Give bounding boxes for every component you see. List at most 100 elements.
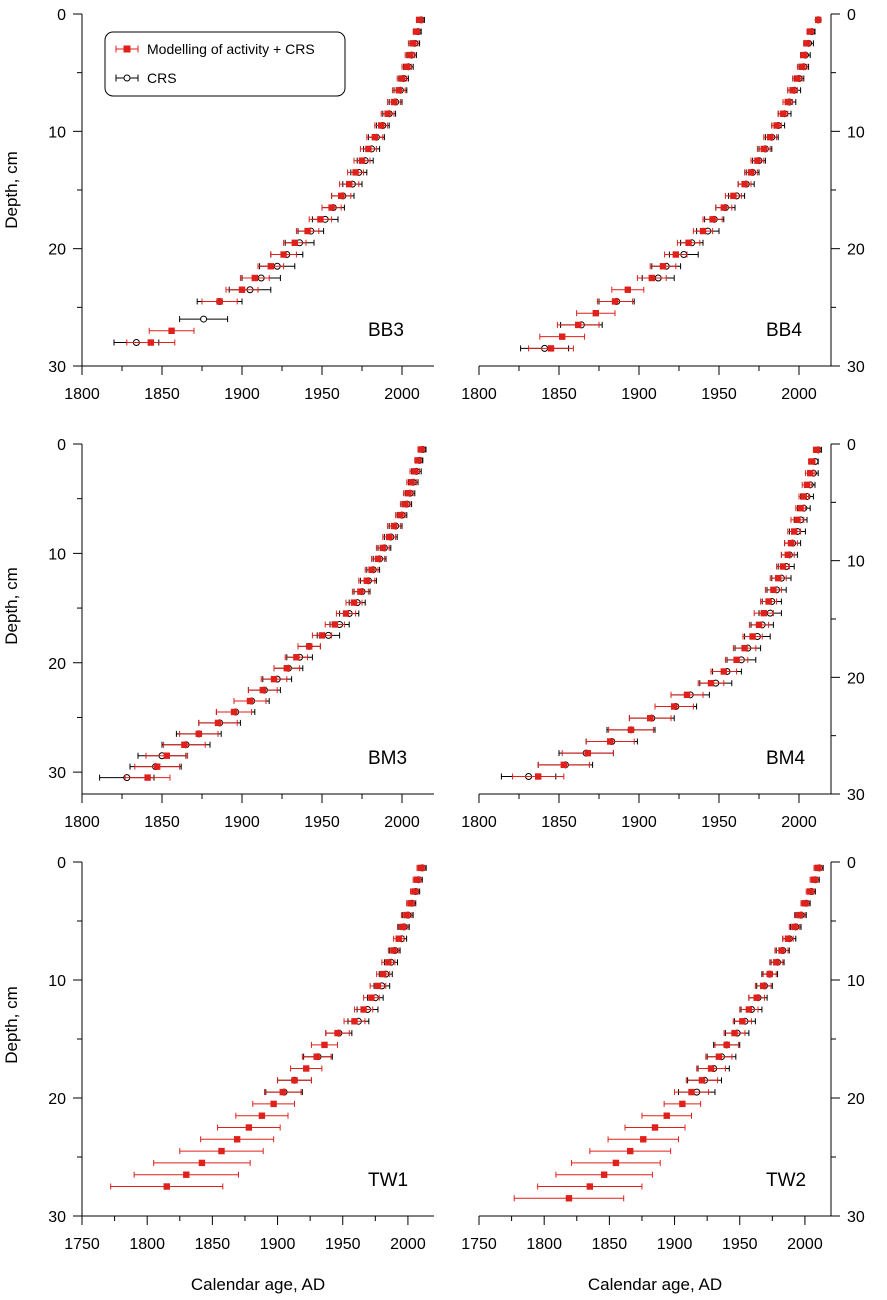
- x-tick-label: 1850: [144, 814, 180, 831]
- model-point: [627, 1147, 634, 1155]
- model-point: [749, 633, 756, 640]
- x-tick-label: 1750: [64, 1236, 100, 1253]
- y-tick-label: 10: [48, 546, 66, 563]
- model-point: [770, 586, 777, 594]
- model-point: [360, 1006, 367, 1013]
- model-point: [395, 935, 402, 942]
- model-point: [651, 1124, 659, 1131]
- model-point: [720, 668, 727, 675]
- model-point: [679, 1100, 686, 1108]
- model-point: [246, 697, 254, 705]
- x-tick-label: 1900: [260, 1236, 296, 1253]
- x-tick-label: 1800: [129, 1236, 165, 1253]
- model-point: [741, 644, 748, 652]
- model-point: [627, 726, 635, 734]
- panel-label: TW2: [766, 1170, 806, 1191]
- model-point: [195, 730, 202, 738]
- model-point: [405, 490, 412, 497]
- crs-point: [200, 315, 208, 323]
- x-tick-label: 2000: [390, 1236, 426, 1253]
- model-point: [258, 1112, 266, 1119]
- xlabel-left: Calendar age, AD: [191, 1275, 325, 1294]
- y-tick-label: 30: [48, 1209, 66, 1226]
- model-point: [338, 192, 345, 200]
- model-point: [647, 714, 654, 722]
- model-point: [181, 741, 188, 748]
- model-point: [797, 504, 804, 512]
- model-point: [807, 28, 814, 35]
- model-point: [163, 752, 170, 759]
- model-point: [238, 286, 246, 293]
- model-point: [216, 298, 223, 305]
- model-point: [390, 947, 397, 954]
- model-point: [575, 321, 582, 329]
- model-point: [803, 40, 811, 47]
- x-tick-label: 1950: [701, 386, 737, 403]
- model-point: [754, 157, 761, 164]
- x-tick-label: 1800: [64, 814, 100, 831]
- model-point: [659, 263, 667, 270]
- model-point: [801, 900, 809, 907]
- model-point: [800, 493, 807, 500]
- model-point: [214, 719, 222, 727]
- panel-label: BM3: [368, 748, 407, 769]
- model-point: [535, 773, 542, 780]
- xlabel-right: Calendar age, AD: [588, 1275, 722, 1294]
- model-point: [794, 75, 801, 82]
- y-tick-label: 20: [48, 242, 66, 259]
- x-tick-label: 2000: [384, 814, 420, 831]
- model-point: [414, 457, 422, 464]
- y-tick-label: 30: [847, 787, 865, 804]
- model-point: [368, 994, 375, 1001]
- panel-tw1: 0 10 20 30 1750 1800 1850 1900 1950 2000 TW1: [48, 855, 434, 1253]
- model-point: [685, 239, 692, 246]
- model-point: [739, 1018, 746, 1025]
- x-tick-label: 1900: [224, 386, 260, 403]
- model-point: [730, 192, 737, 200]
- x-tick-label: 1850: [592, 1236, 628, 1253]
- panel-tw2: 0 10 20 30 1750 1800 1850 1900 1950 2000 TW2: [461, 855, 865, 1253]
- model-point: [592, 310, 599, 317]
- model-point: [267, 263, 274, 270]
- model-point: [198, 1159, 206, 1167]
- model-point: [800, 51, 807, 59]
- model-point: [183, 1171, 190, 1178]
- model-point: [760, 145, 767, 153]
- y-tick-label: 0: [847, 7, 856, 24]
- model-point: [406, 51, 414, 59]
- panel-bb3: 0 10 20 30 1800 1850 1900 1950 2000 BB3: [48, 7, 434, 403]
- model-point: [413, 876, 421, 883]
- panel-bb4: 0 10 20 30 1800 1850 1900 1950 2000 BB4: [461, 7, 865, 403]
- model-point: [365, 145, 372, 153]
- model-point: [411, 468, 418, 475]
- model-point: [346, 180, 353, 188]
- y-tick-label: 20: [847, 670, 865, 687]
- y-tick-label: 10: [48, 973, 66, 990]
- model-point: [699, 227, 707, 235]
- y-tick-label: 0: [57, 7, 66, 24]
- model-point: [304, 227, 311, 235]
- model-point: [390, 98, 398, 106]
- model-point: [270, 675, 278, 683]
- model-point: [390, 522, 398, 530]
- model-point: [374, 555, 382, 563]
- model-point: [720, 204, 727, 211]
- model-point: [773, 959, 780, 966]
- ylabel-row1: Depth, cm: [2, 151, 21, 228]
- model-point: [398, 75, 406, 82]
- model-point: [723, 1041, 730, 1049]
- model-point: [317, 216, 324, 223]
- model-point: [259, 686, 266, 694]
- y-tick-label: 20: [48, 1091, 66, 1108]
- y-tick-label: 30: [48, 359, 66, 376]
- model-point: [386, 533, 393, 541]
- model-point: [794, 516, 801, 524]
- model-point: [416, 16, 423, 24]
- x-tick-label: 1950: [701, 814, 737, 831]
- model-point: [767, 134, 774, 141]
- model-point: [279, 1088, 286, 1096]
- model-point: [384, 110, 391, 117]
- model-point: [397, 511, 404, 519]
- model-point: [810, 876, 818, 883]
- model-point: [321, 1041, 328, 1049]
